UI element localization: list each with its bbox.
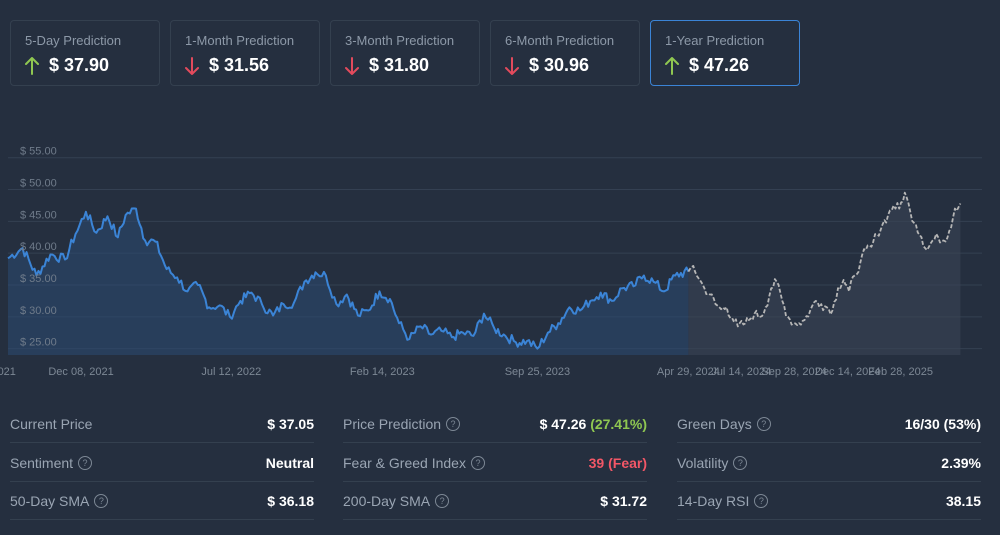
prediction-value: $ 31.56 (209, 55, 270, 75)
stat-current-price: Current Price $ 37.05 (10, 405, 314, 443)
x-tick-label: Sep 25, 2023 (505, 366, 570, 378)
y-tick-label: $ 30.00 (20, 305, 57, 317)
help-icon[interactable]: ? (470, 455, 485, 470)
stat-label: Green Days (677, 415, 752, 432)
forecast-line (687, 191, 962, 328)
stat-value: 16/30 (53%) (904, 415, 981, 432)
arrow-down-icon (345, 56, 359, 75)
prediction-label: 1-Year Prediction (665, 33, 765, 48)
arrow-up-icon (665, 56, 679, 75)
prediction-label: 3-Month Prediction (345, 33, 455, 48)
help-icon[interactable]: ? (78, 455, 93, 470)
y-tick-label: $ 50.00 (20, 178, 57, 190)
prediction-card-3-month[interactable]: 3-Month Prediction $ 31.80 (330, 20, 480, 86)
stat-50-day-sma: 50-Day SMA? $ 36.18 (10, 482, 314, 520)
x-tick-label: Apr 29, 2024 (657, 366, 720, 378)
price-chart: $ 25.00 $ 30.00 $ 35.00 $ 40.00 $ 45.00 $ 50.… (0, 146, 982, 378)
stat-label: Price Prediction (343, 415, 442, 432)
y-axis: $ 25.00 $ 30.00 $ 35.00 $ 40.00 $ 45.00 $ 50.… (20, 146, 57, 349)
x-tick-label: Feb 14, 2023 (350, 366, 415, 378)
forecast-series (687, 191, 962, 355)
prediction-cards: 5-Day Prediction $ 37.90 1-Month Predict… (10, 20, 800, 86)
prediction-value: $ 30.96 (529, 55, 590, 75)
stat-label: Volatility (677, 454, 729, 471)
stat-value: 38.15 (945, 492, 981, 509)
help-icon[interactable]: ? (756, 416, 771, 431)
stat-label: 200-Day SMA (343, 492, 431, 509)
stat-label: 14-Day RSI (677, 492, 750, 509)
stat-value: 39 (Fear) (588, 454, 647, 471)
stat-14-day-rsi: 14-Day RSI? 38.15 (677, 482, 981, 520)
stat-volatility: Volatility? 2.39% (677, 444, 981, 482)
help-icon[interactable]: ? (733, 455, 748, 470)
prediction-label: 5-Day Prediction (25, 33, 122, 48)
y-tick-label: $ 35.00 (20, 273, 57, 285)
stat-value: $ 31.72 (600, 492, 647, 509)
help-icon[interactable]: ? (435, 493, 450, 508)
prediction-value: $ 47.26 (689, 55, 750, 75)
x-tick-label: Jul 14, 2024 (711, 366, 771, 378)
stat-200-day-sma: 200-Day SMA? $ 31.72 (343, 482, 647, 520)
history-series (7, 207, 690, 355)
prediction-label: 6-Month Prediction (505, 33, 615, 48)
stat-change-percent: (27.41%) (590, 415, 647, 432)
arrow-down-icon (505, 56, 519, 75)
x-tick-label: 3, 2021 (0, 366, 16, 378)
stat-label: Fear & Greed Index (343, 454, 466, 471)
y-tick-label: $ 40.00 (20, 241, 57, 253)
x-tick-label: Dec 14, 2024 (815, 366, 880, 378)
stat-price-prediction: Price Prediction? $ 47.26 (27.41%) (343, 405, 647, 443)
stat-label: 50-Day SMA (10, 492, 90, 509)
x-tick-label: Feb 28, 2025 (868, 366, 933, 378)
history-line (7, 207, 690, 350)
stat-value: Neutral (265, 454, 314, 471)
x-tick-label: Dec 08, 2021 (48, 366, 113, 378)
forecast-area (688, 192, 961, 355)
y-tick-label: $ 45.00 (20, 209, 57, 221)
help-icon[interactable]: ? (446, 416, 461, 431)
stat-sentiment: Sentiment? Neutral (10, 444, 314, 482)
stat-label: Current Price (10, 415, 93, 432)
stat-value: $ 47.26 (539, 415, 587, 432)
prediction-value: $ 37.90 (49, 55, 110, 75)
stat-label: Sentiment (10, 454, 74, 471)
help-icon[interactable]: ? (94, 493, 109, 508)
prediction-label: 1-Month Prediction (185, 33, 295, 48)
stat-green-days: Green Days? 16/30 (53%) (677, 405, 981, 443)
y-tick-label: $ 55.00 (20, 146, 57, 158)
prediction-card-6-month[interactable]: 6-Month Prediction $ 30.96 (490, 20, 640, 86)
history-area (8, 208, 689, 355)
y-tick-label: $ 25.00 (20, 337, 57, 349)
prediction-card-1-month[interactable]: 1-Month Prediction $ 31.56 (170, 20, 320, 86)
stat-value: $ 37.05 (267, 415, 314, 432)
stat-value: $ 36.18 (267, 492, 314, 509)
arrow-down-icon (185, 56, 199, 75)
prediction-value: $ 31.80 (369, 55, 430, 75)
x-tick-label: Sep 28, 2024 (761, 366, 826, 378)
help-icon[interactable]: ? (754, 493, 769, 508)
stat-value: 2.39% (941, 454, 981, 471)
x-tick-label: Jul 12, 2022 (201, 366, 261, 378)
stat-fear-greed-index: Fear & Greed Index? 39 (Fear) (343, 444, 647, 482)
x-axis: 3, 2021 Dec 08, 2021 Jul 12, 2022 Feb 14, 2… (0, 366, 933, 378)
arrow-up-icon (25, 56, 39, 75)
prediction-card-1-year[interactable]: 1-Year Prediction $ 47.26 (650, 20, 800, 86)
prediction-card-5-day[interactable]: 5-Day Prediction $ 37.90 (10, 20, 160, 86)
